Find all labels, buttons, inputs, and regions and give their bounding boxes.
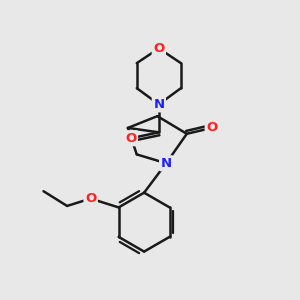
Text: O: O <box>85 192 96 205</box>
Text: O: O <box>206 122 218 134</box>
Text: N: N <box>160 157 172 170</box>
Text: O: O <box>153 42 164 55</box>
Text: N: N <box>153 98 164 111</box>
Text: O: O <box>125 132 136 145</box>
